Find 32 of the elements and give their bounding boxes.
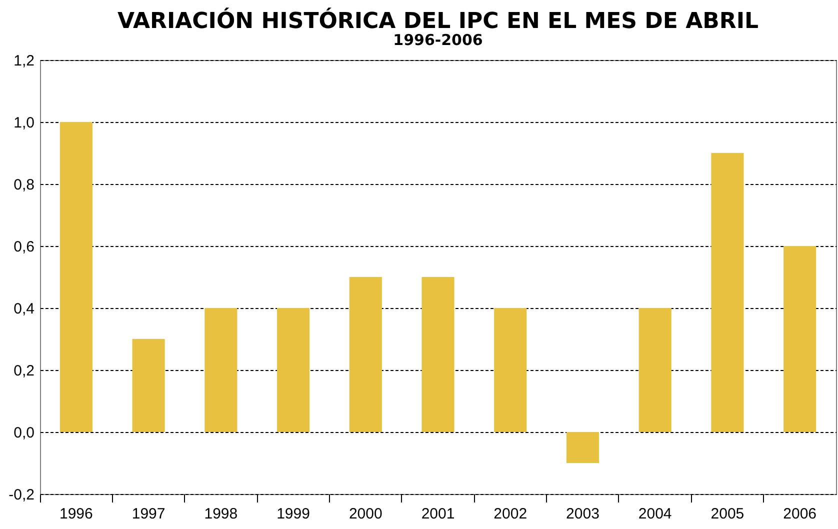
- bar: [784, 246, 816, 432]
- bar: [349, 277, 382, 432]
- y-tick-label: 1,0: [14, 114, 34, 132]
- y-tick-label: 0,8: [14, 176, 34, 194]
- x-tick-label: 1996: [59, 506, 93, 522]
- x-tick-label: 1997: [132, 506, 166, 522]
- x-tick-label: 2004: [638, 506, 672, 522]
- x-tick-label: 2005: [710, 506, 744, 522]
- x-tick-label: 2000: [348, 506, 382, 522]
- bar: [132, 339, 165, 432]
- bar: [566, 432, 600, 463]
- y-tick-label: 1,2: [14, 52, 34, 70]
- x-tick-label: 2003: [566, 506, 600, 522]
- bar: [494, 308, 527, 432]
- x-tick-label: 2002: [494, 506, 528, 522]
- chart-subtitle: 1996-2006: [393, 31, 483, 49]
- x-tick-label: 2001: [421, 506, 455, 522]
- bar: [276, 308, 310, 432]
- x-tick-label: 1999: [276, 506, 310, 522]
- y-tick-label: 0,2: [14, 362, 34, 380]
- bar: [422, 277, 454, 432]
- x-tick-label: 1998: [204, 506, 238, 522]
- y-tick-label: -0,2: [8, 486, 34, 504]
- y-tick-label: 0,4: [14, 300, 34, 318]
- y-tick-label: 0,6: [14, 238, 34, 256]
- x-tick-label: 2006: [783, 506, 817, 522]
- chart-title: VARIACIÓN HISTÓRICA DEL IPC EN EL MES DE ABRIL: [117, 7, 759, 34]
- bar: [204, 308, 238, 432]
- y-tick-label: 0,0: [14, 424, 34, 442]
- bar: [638, 308, 672, 432]
- bar: [711, 153, 744, 432]
- bar: [60, 122, 92, 432]
